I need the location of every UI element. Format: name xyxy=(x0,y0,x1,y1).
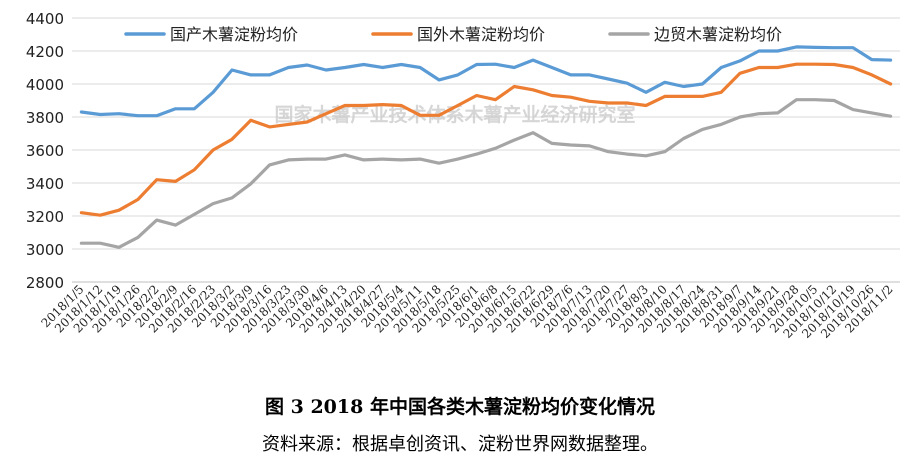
figure-caption: 图 3 2018 年中国各类木薯淀粉均价变化情况 xyxy=(265,396,655,418)
y-tick-label: 3600 xyxy=(26,142,64,160)
series-line-1 xyxy=(79,45,893,118)
gridlines xyxy=(72,17,900,250)
y-tick-label: 3400 xyxy=(26,175,64,193)
y-tick-label: 3000 xyxy=(26,241,64,259)
series-line-2 xyxy=(79,62,893,217)
y-tick-label: 4400 xyxy=(26,10,64,28)
x-axis: 2018/1/52018/1/122018/1/192018/1/262018/… xyxy=(39,281,900,341)
series-lines xyxy=(79,45,893,249)
legend: 国产木薯淀粉均价 国外木薯淀粉均价 边贸木薯淀粉均价 xyxy=(124,25,782,44)
series-line-3 xyxy=(79,98,893,249)
line-chart: 2800 3000 3200 3400 3600 3800 4000 4200 4400 201… xyxy=(26,10,900,341)
y-axis: 2800 3000 3200 3400 3600 3800 4000 4200 4400 xyxy=(26,10,64,292)
legend-label-3: 边贸木薯淀粉均价 xyxy=(654,25,782,44)
y-tick-label: 4000 xyxy=(26,76,64,94)
legend-label-2: 国外木薯淀粉均价 xyxy=(417,25,545,44)
y-tick-label: 4200 xyxy=(26,43,64,61)
y-tick-label: 3200 xyxy=(26,208,64,226)
figure-source: 资料来源：根据卓创资讯、淀粉世界网数据整理。 xyxy=(262,434,658,455)
legend-label-1: 国产木薯淀粉均价 xyxy=(170,25,298,44)
y-tick-label: 2800 xyxy=(26,274,64,292)
y-tick-label: 3800 xyxy=(26,109,64,127)
watermark: 国家木薯产业技术体系木薯产业经济研究室 xyxy=(274,103,635,126)
